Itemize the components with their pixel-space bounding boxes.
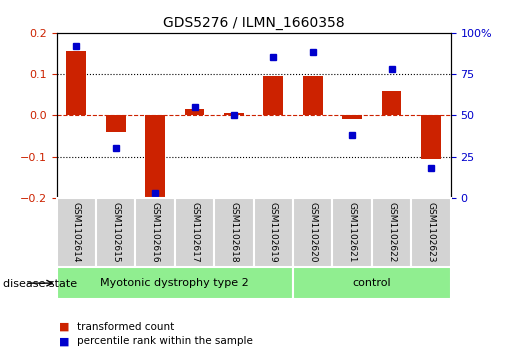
Bar — [175, 198, 214, 267]
Bar — [264, 76, 283, 115]
Bar — [303, 76, 322, 115]
Bar — [411, 198, 451, 267]
Bar — [293, 198, 333, 267]
Text: ■: ■ — [59, 322, 70, 332]
Text: GSM1102614: GSM1102614 — [72, 202, 81, 262]
Bar — [382, 91, 401, 115]
Bar — [185, 109, 204, 115]
Bar — [57, 198, 96, 267]
Text: control: control — [352, 278, 391, 288]
Bar — [106, 115, 126, 132]
Bar — [254, 198, 293, 267]
Bar — [66, 51, 86, 115]
Text: GSM1102616: GSM1102616 — [151, 202, 160, 263]
Bar — [421, 115, 441, 159]
Bar — [333, 198, 372, 267]
Text: GSM1102618: GSM1102618 — [230, 202, 238, 263]
Text: disease state: disease state — [3, 279, 77, 289]
Bar — [96, 198, 135, 267]
Text: GSM1102622: GSM1102622 — [387, 202, 396, 262]
Bar — [372, 198, 411, 267]
Text: percentile rank within the sample: percentile rank within the sample — [77, 336, 253, 346]
Text: GSM1102620: GSM1102620 — [308, 202, 317, 262]
Bar — [135, 198, 175, 267]
Text: transformed count: transformed count — [77, 322, 175, 332]
Bar — [224, 113, 244, 115]
Text: GSM1102617: GSM1102617 — [190, 202, 199, 263]
Text: ■: ■ — [59, 336, 70, 346]
Bar — [293, 267, 451, 299]
Text: GSM1102615: GSM1102615 — [111, 202, 120, 263]
Bar — [57, 267, 293, 299]
Title: GDS5276 / ILMN_1660358: GDS5276 / ILMN_1660358 — [163, 16, 345, 30]
Text: GSM1102623: GSM1102623 — [426, 202, 435, 262]
Text: GSM1102621: GSM1102621 — [348, 202, 356, 262]
Text: GSM1102619: GSM1102619 — [269, 202, 278, 263]
Bar — [214, 198, 253, 267]
Bar — [342, 115, 362, 119]
Text: Myotonic dystrophy type 2: Myotonic dystrophy type 2 — [100, 278, 249, 288]
Bar — [145, 115, 165, 200]
